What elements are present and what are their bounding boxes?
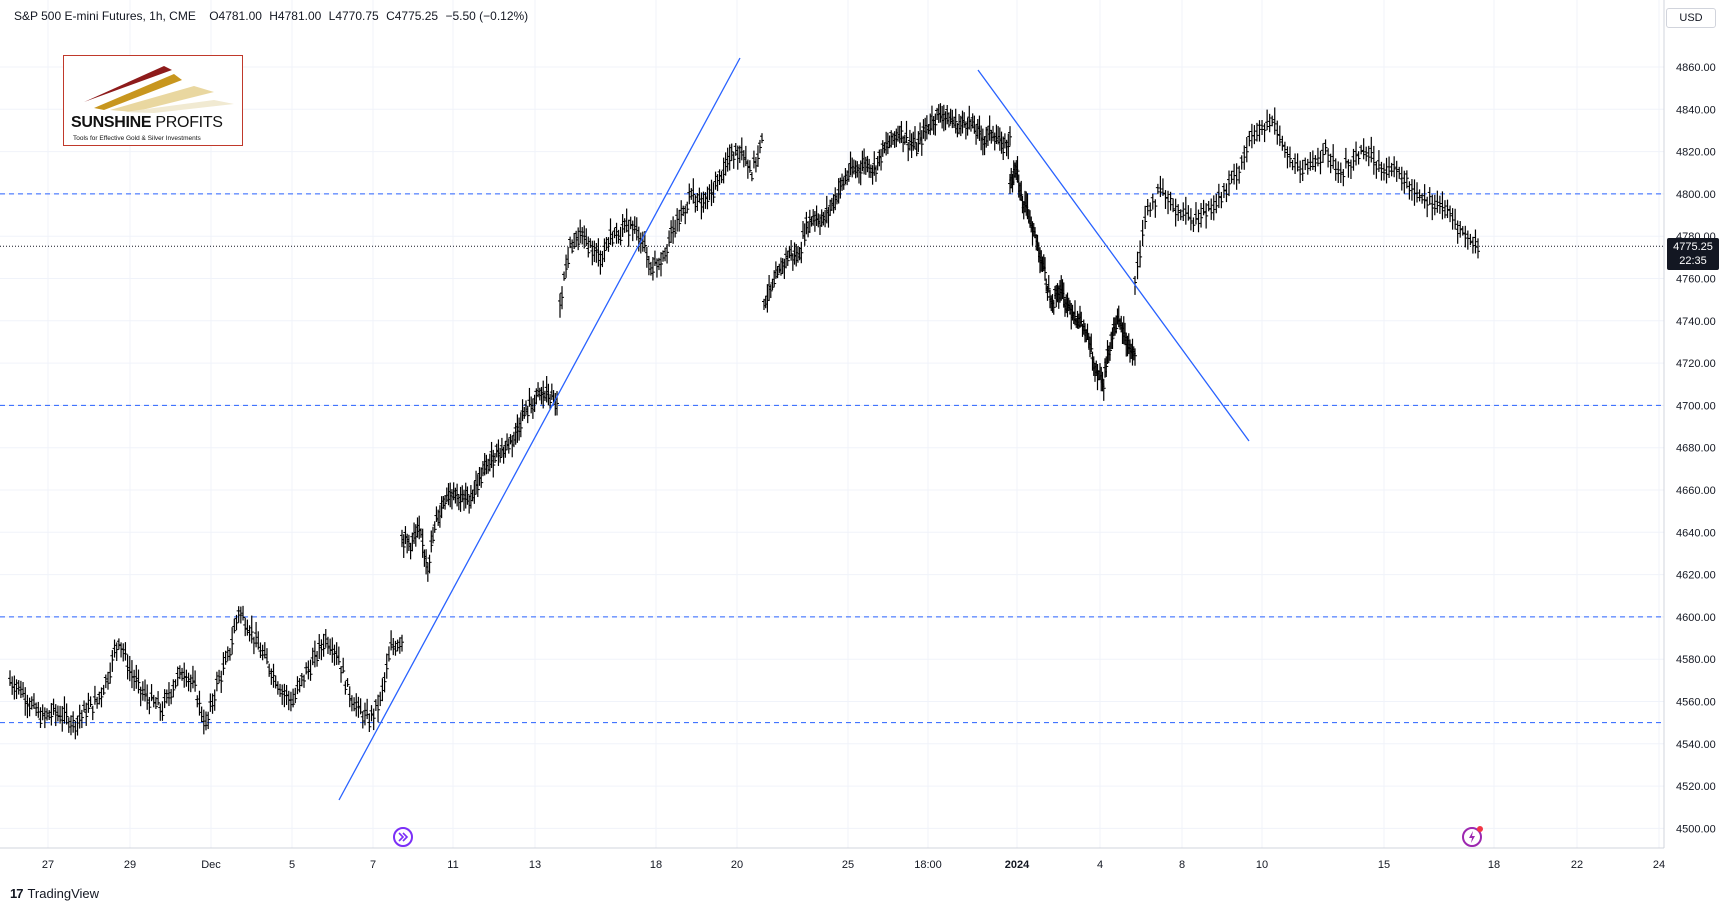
event-marker-icon[interactable]	[393, 827, 413, 847]
last-price-value: 4775.25	[1673, 241, 1713, 253]
change-value: −5.50 (−0.12%)	[445, 9, 529, 23]
tradingview-logo[interactable]: 17 TradingView	[10, 886, 99, 901]
time-tick-label: 15	[1378, 859, 1390, 871]
time-tick-label: 27	[42, 859, 54, 871]
price-tick-label: 4720.00	[1676, 358, 1716, 370]
time-tick-label: 5	[289, 859, 295, 871]
logo-name: SUNSHINE PROFITS	[71, 114, 223, 131]
time-tick-label: 11	[447, 859, 458, 871]
price-tick-label: 4840.00	[1676, 104, 1716, 116]
price-tick-label: 4680.00	[1676, 443, 1716, 455]
high-value: H4781.00	[269, 9, 322, 23]
time-tick-label: 24	[1653, 859, 1665, 871]
price-tick-label: 4820.00	[1676, 147, 1716, 159]
time-tick-label: 2024	[1005, 859, 1030, 871]
close-value: C4775.25	[386, 9, 439, 23]
price-tick-label: 4500.00	[1676, 823, 1716, 835]
logo-swoosh-icon	[84, 66, 234, 113]
price-tick-label: 4520.00	[1676, 781, 1716, 793]
trendline[interactable]	[338, 57, 741, 801]
trendline[interactable]	[977, 69, 1250, 442]
time-tick-label: 18:00	[914, 859, 942, 871]
time-tick-label: 25	[842, 859, 854, 871]
time-axis[interactable]: 27 29 Dec 5 7 11 13 18 20 25 18:00 2024 4 8 10 15 18 22 24	[42, 859, 1665, 871]
price-tick-label: 4540.00	[1676, 739, 1716, 751]
price-tick-label: 4700.00	[1676, 400, 1716, 412]
price-series	[8, 103, 1480, 740]
time-tick-label: Dec	[201, 859, 221, 871]
time-tick-label: 4	[1097, 859, 1103, 871]
time-tick-label: 7	[370, 859, 376, 871]
sunshine-profits-logo: SUNSHINE PROFITS Tools for Effective Gol…	[63, 55, 243, 146]
time-tick-label: 20	[731, 859, 743, 871]
trendlines[interactable]	[338, 57, 1250, 801]
time-tick-label: 22	[1571, 859, 1583, 871]
price-tick-label: 4660.00	[1676, 485, 1716, 497]
time-tick-label: 29	[124, 859, 136, 871]
open-value: O4781.00	[209, 9, 262, 23]
price-tick-label: 4560.00	[1676, 697, 1716, 709]
bar-countdown: 22:35	[1679, 255, 1707, 267]
price-tick-label: 4800.00	[1676, 189, 1716, 201]
time-tick-label: 13	[529, 859, 541, 871]
low-value: L4770.75	[328, 9, 379, 23]
time-tick-label: 18	[650, 859, 662, 871]
chart-grid	[0, 0, 1664, 848]
logo-tagline: Tools for Effective Gold & Silver Invest…	[73, 135, 201, 142]
fast-forward-icon	[398, 832, 409, 842]
symbol-header: S&P 500 E-mini Futures, 1h, CME O4781.00…	[14, 9, 532, 23]
time-tick-label: 18	[1488, 859, 1500, 871]
lightning-icon	[1469, 831, 1475, 843]
symbol-title[interactable]: S&P 500 E-mini Futures, 1h, CME	[14, 9, 196, 23]
price-tick-label: 4600.00	[1676, 612, 1716, 624]
price-tick-label: 4760.00	[1676, 274, 1716, 286]
price-tick-label: 4620.00	[1676, 570, 1716, 582]
brand-name: TradingView	[27, 886, 100, 901]
horizontal-levels[interactable]	[0, 193, 1664, 724]
notification-dot	[1477, 826, 1483, 832]
price-tick-label: 4740.00	[1676, 316, 1716, 328]
price-tick-label: 4580.00	[1676, 654, 1716, 666]
currency-button[interactable]: USD	[1666, 8, 1716, 28]
time-tick-label: 10	[1256, 859, 1268, 871]
time-tick-label: 8	[1179, 859, 1185, 871]
last-price-label: 4775.25 22:35	[1667, 238, 1719, 270]
price-axis[interactable]: 4500.00 4520.00 4540.00 4560.00 4580.00 4600.…	[1676, 62, 1716, 835]
price-tick-label: 4860.00	[1676, 62, 1716, 74]
price-tick-label: 4640.00	[1676, 527, 1716, 539]
earnings-marker-icon[interactable]	[1462, 826, 1483, 847]
tradingview-icon: 17	[10, 886, 24, 901]
